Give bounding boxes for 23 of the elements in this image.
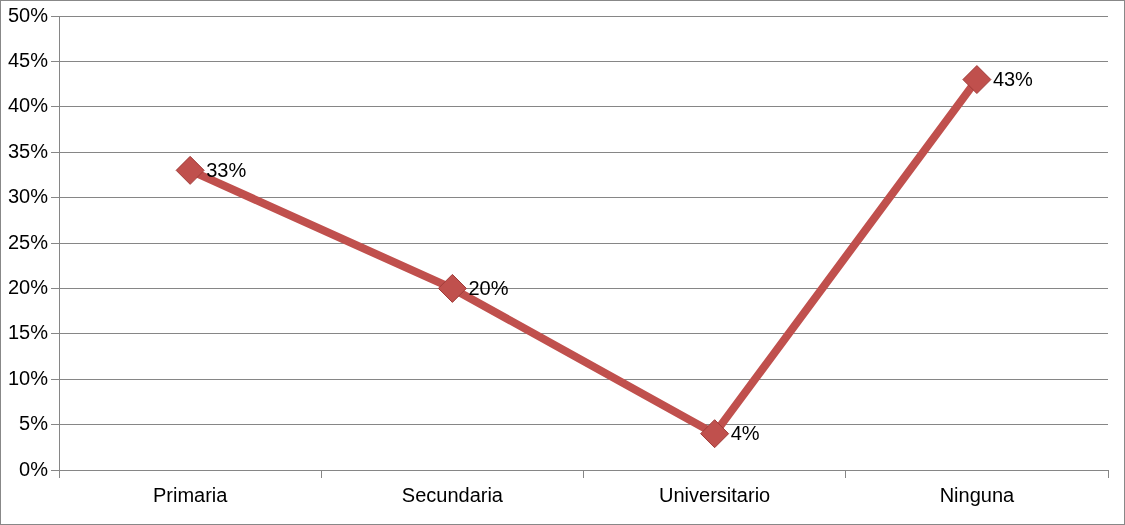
data-label: 20% — [468, 276, 509, 299]
point — [962, 65, 992, 95]
x-tick-label: Universitario — [659, 483, 771, 506]
y-tick-label: 45% — [8, 48, 49, 71]
y-tick-label: 5% — [19, 412, 49, 435]
y-tick-label: 50% — [8, 3, 49, 26]
y-tick-label: 25% — [8, 230, 49, 253]
data-label: 4% — [730, 422, 760, 445]
y-tick-label: 10% — [8, 366, 49, 389]
x-tick-label: Primaria — [152, 483, 229, 506]
y-tick-label: 35% — [8, 139, 49, 162]
point — [700, 419, 730, 449]
data-label: 33% — [206, 158, 247, 181]
point — [437, 273, 467, 303]
x-tick-label: Secundaria — [401, 483, 504, 506]
x-tick-label: Ninguna — [939, 483, 1015, 506]
y-tick-label: 30% — [8, 185, 49, 208]
data-label: 43% — [992, 68, 1034, 91]
y-tick-label: 40% — [8, 94, 49, 117]
point — [175, 155, 205, 185]
y-tick-label: 20% — [8, 275, 49, 298]
y-tick-label: 15% — [8, 321, 49, 344]
y-tick-label: 0% — [19, 457, 49, 480]
